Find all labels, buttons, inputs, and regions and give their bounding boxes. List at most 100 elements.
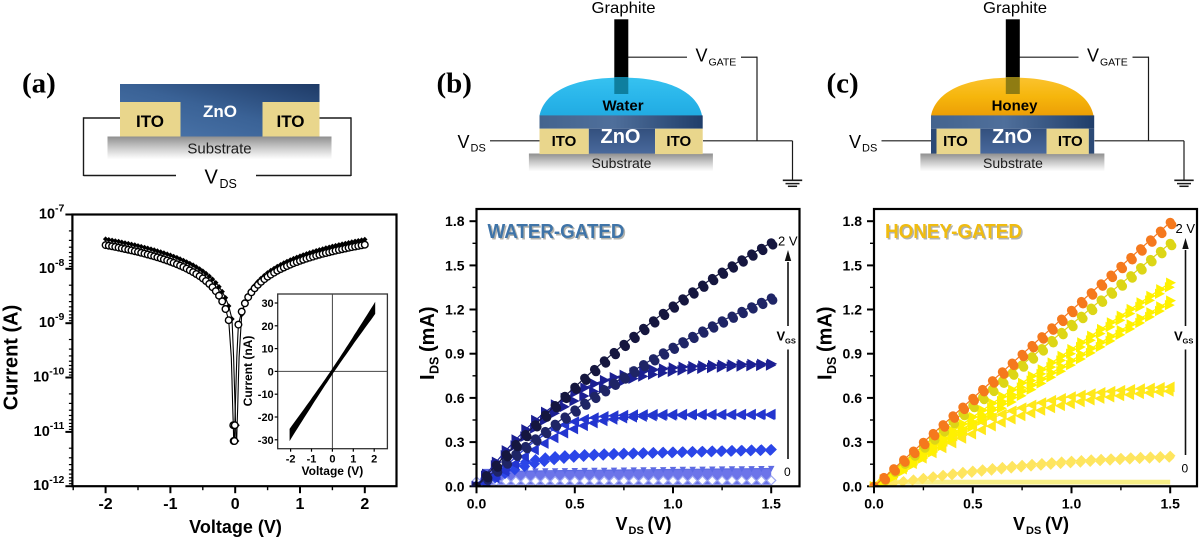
svg-text:HONEY-GATED: HONEY-GATED	[887, 222, 1024, 245]
svg-text:0.0: 0.0	[843, 478, 863, 494]
svg-text:0.6: 0.6	[445, 390, 465, 406]
svg-text:Substrate: Substrate	[187, 141, 251, 158]
svg-text:I: I	[417, 374, 439, 380]
svg-text:ITO: ITO	[666, 133, 691, 150]
svg-text:-30: -30	[258, 435, 274, 447]
svg-text:Honey: Honey	[992, 98, 1039, 115]
svg-text:(c): (c)	[827, 68, 859, 100]
svg-text:-2: -2	[286, 454, 296, 466]
svg-text:0.5: 0.5	[565, 495, 585, 511]
svg-text:Graphite: Graphite	[592, 0, 656, 17]
svg-text:1.0: 1.0	[1062, 495, 1082, 511]
svg-text:-10: -10	[258, 389, 274, 401]
svg-text:DS: DS	[1026, 525, 1041, 537]
svg-text:2: 2	[371, 454, 377, 466]
svg-text:0.0: 0.0	[445, 478, 465, 494]
svg-text:V: V	[458, 132, 470, 152]
svg-text:V: V	[777, 329, 786, 344]
svg-text:(V): (V)	[648, 514, 672, 534]
svg-text:DS: DS	[471, 143, 486, 155]
svg-text:V: V	[1013, 514, 1025, 534]
svg-text:1.5: 1.5	[1160, 495, 1180, 511]
svg-text:Current (nA): Current (nA)	[241, 336, 255, 407]
svg-text:DS: DS	[629, 525, 644, 537]
svg-text:0.3: 0.3	[445, 434, 465, 450]
svg-text:DS: DS	[428, 357, 442, 374]
svg-text:-20: -20	[258, 412, 274, 424]
svg-text:ITO: ITO	[1058, 133, 1083, 150]
svg-text:0: 0	[784, 465, 791, 479]
svg-text:10-12: 10-12	[33, 474, 64, 494]
svg-text:-2: -2	[98, 496, 112, 513]
svg-text:WATER-GATED: WATER-GATED	[489, 222, 626, 245]
svg-text:V: V	[615, 514, 627, 534]
svg-text:0.6: 0.6	[843, 390, 863, 406]
svg-text:1.0: 1.0	[663, 495, 683, 511]
svg-text:(a): (a)	[22, 68, 56, 100]
svg-text:Graphite: Graphite	[983, 0, 1047, 17]
svg-text:10-11: 10-11	[34, 420, 65, 440]
svg-text:ITO: ITO	[552, 133, 577, 150]
svg-text:(mA): (mA)	[417, 306, 439, 352]
svg-text:0.9: 0.9	[445, 346, 465, 362]
svg-text:Substrate: Substrate	[983, 155, 1043, 171]
svg-text:0: 0	[268, 366, 274, 378]
svg-text:2 V: 2 V	[778, 234, 798, 249]
svg-text:10-8: 10-8	[39, 257, 65, 277]
svg-text:20: 20	[261, 321, 273, 333]
svg-text:V: V	[696, 46, 708, 66]
svg-text:(mA): (mA)	[815, 306, 837, 352]
svg-text:HONEY-GATED: HONEY-GATED	[885, 220, 1022, 243]
svg-text:DS: DS	[220, 177, 237, 191]
svg-text:2 V: 2 V	[1176, 221, 1196, 236]
svg-text:0.5: 0.5	[963, 495, 983, 511]
svg-text:ZnO: ZnO	[203, 102, 237, 121]
svg-text:GATE: GATE	[709, 57, 737, 69]
svg-text:1.2: 1.2	[445, 302, 465, 318]
svg-text:DS: DS	[825, 357, 839, 374]
svg-text:1.2: 1.2	[843, 302, 863, 318]
svg-text:1.8: 1.8	[843, 213, 863, 229]
svg-text:V: V	[205, 167, 219, 189]
svg-text:GATE: GATE	[1100, 57, 1128, 69]
svg-text:ITO: ITO	[136, 112, 164, 131]
svg-text:1.5: 1.5	[843, 257, 863, 273]
svg-text:0: 0	[1182, 462, 1189, 476]
svg-text:10-10: 10-10	[33, 366, 64, 386]
svg-text:-1: -1	[163, 496, 177, 513]
svg-text:ZnO: ZnO	[992, 126, 1032, 148]
svg-text:I: I	[815, 374, 837, 380]
svg-text:(b): (b)	[437, 68, 472, 100]
svg-text:2: 2	[360, 496, 369, 513]
svg-text:V: V	[849, 132, 861, 152]
svg-text:ZnO: ZnO	[601, 126, 641, 148]
svg-text:0: 0	[329, 454, 335, 466]
svg-text:V: V	[1174, 329, 1183, 344]
svg-text:10-7: 10-7	[39, 203, 65, 223]
svg-text:WATER-GATED: WATER-GATED	[488, 220, 625, 243]
svg-text:1.5: 1.5	[761, 495, 781, 511]
svg-text:DS: DS	[862, 143, 877, 155]
svg-text:Substrate: Substrate	[592, 155, 652, 171]
svg-text:1.8: 1.8	[445, 213, 465, 229]
svg-text:1: 1	[296, 496, 305, 513]
svg-text:0.9: 0.9	[843, 346, 863, 362]
svg-text:ITO: ITO	[943, 133, 968, 150]
svg-text:V: V	[1087, 46, 1099, 66]
svg-text:GS: GS	[1183, 337, 1194, 346]
svg-text:10-9: 10-9	[39, 311, 65, 331]
svg-text:0.0: 0.0	[467, 495, 487, 511]
svg-text:(V): (V)	[1045, 514, 1069, 534]
svg-text:0.3: 0.3	[843, 434, 863, 450]
svg-text:Current (A): Current (A)	[1, 305, 23, 411]
svg-text:1: 1	[350, 454, 356, 466]
svg-text:0.0: 0.0	[864, 495, 884, 511]
svg-text:Voltage (V): Voltage (V)	[189, 517, 282, 537]
svg-text:Water: Water	[602, 98, 643, 115]
svg-text:0: 0	[231, 496, 240, 513]
svg-text:Voltage (V): Voltage (V)	[302, 464, 364, 478]
svg-text:1.5: 1.5	[445, 257, 465, 273]
svg-text:ITO: ITO	[276, 112, 304, 131]
svg-text:-1: -1	[307, 454, 317, 466]
svg-text:GS: GS	[785, 337, 796, 346]
